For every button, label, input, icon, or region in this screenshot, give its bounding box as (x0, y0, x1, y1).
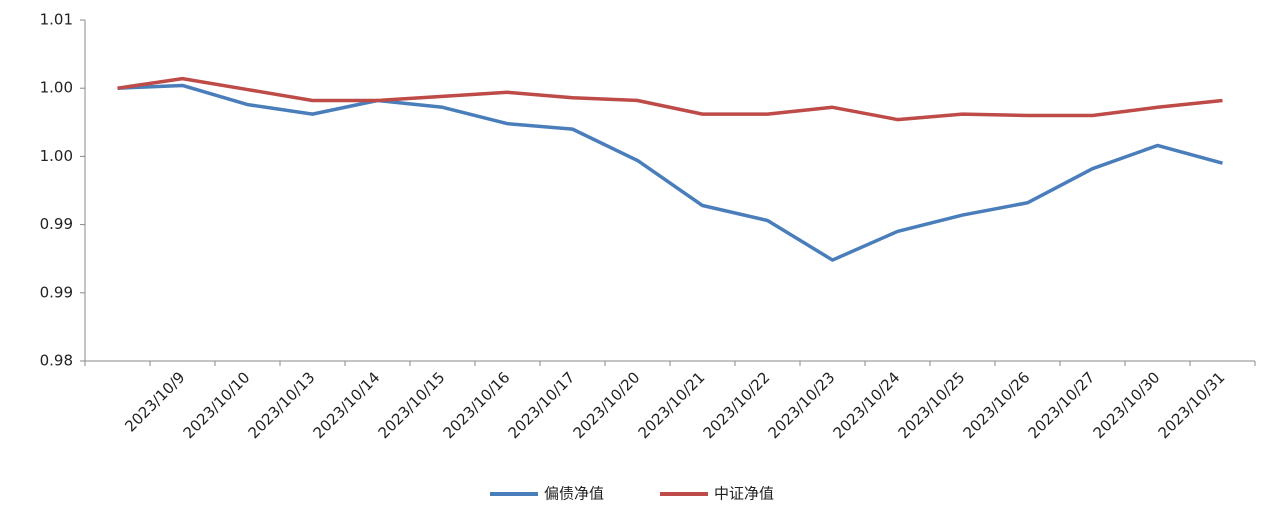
x-tick-label: 2023/10/13 (245, 368, 319, 442)
x-tick-label: 2023/10/20 (570, 368, 644, 442)
y-tick-label: 1.01 (40, 11, 73, 29)
x-tick-label: 2023/10/23 (765, 368, 839, 442)
legend-label: 偏债净值 (544, 485, 604, 503)
series-line (117, 83, 1223, 262)
x-tick-label: 2023/10/25 (895, 368, 969, 442)
x-tick-label: 2023/10/14 (310, 368, 384, 442)
x-tick-label: 2023/10/9 (121, 368, 188, 435)
x-tick-label: 2023/10/10 (180, 368, 254, 442)
x-tick-label: 2023/10/16 (440, 368, 514, 442)
x-tick-label: 2023/10/17 (505, 368, 579, 442)
y-tick-label: 0.99 (40, 283, 73, 301)
x-tick-label: 2023/10/21 (635, 368, 709, 442)
legend-label: 中证净值 (714, 485, 774, 503)
x-tick-label: 2023/10/31 (1155, 368, 1229, 442)
x-tick-label: 2023/10/27 (1025, 368, 1099, 442)
x-tick-label: 2023/10/30 (1090, 368, 1164, 442)
x-tick-label: 2023/10/26 (960, 368, 1034, 442)
y-tick-label: 0.99 (40, 215, 73, 233)
x-tick-label: 2023/10/24 (830, 368, 904, 442)
y-tick-label: 0.98 (40, 352, 73, 370)
series-line (117, 76, 1223, 122)
y-tick-label: 1.00 (40, 147, 73, 165)
x-tick-label: 2023/10/22 (700, 368, 774, 442)
y-tick-label: 1.00 (40, 79, 73, 97)
x-tick-label: 2023/10/15 (375, 368, 449, 442)
